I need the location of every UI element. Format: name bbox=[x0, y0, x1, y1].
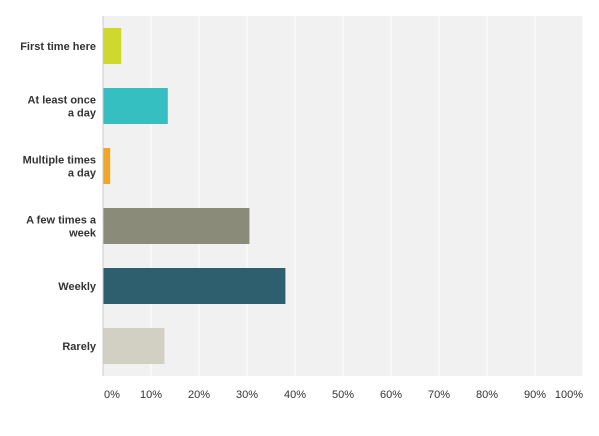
x-tick-label: 0% bbox=[104, 389, 120, 401]
category-label: a day bbox=[68, 168, 97, 180]
bar bbox=[103, 28, 122, 64]
x-tick-label: 70% bbox=[428, 389, 450, 401]
x-tick-label: 20% bbox=[188, 389, 210, 401]
bar bbox=[103, 88, 168, 124]
category-label: week bbox=[68, 228, 97, 240]
x-tick-label: 30% bbox=[236, 389, 258, 401]
x-tick-label: 40% bbox=[284, 389, 306, 401]
bar bbox=[103, 268, 286, 304]
category-label: Rarely bbox=[62, 341, 97, 353]
category-label: First time here bbox=[20, 41, 96, 53]
category-label: Multiple times bbox=[23, 155, 96, 167]
x-tick-label: 90% bbox=[524, 389, 546, 401]
bar bbox=[103, 328, 165, 364]
x-tick-label: 10% bbox=[140, 389, 162, 401]
category-label: A few times a bbox=[26, 215, 97, 227]
x-tick-label: 100% bbox=[555, 389, 583, 401]
bar bbox=[103, 148, 111, 184]
x-tick-label: 50% bbox=[332, 389, 354, 401]
x-tick-labels: 0% 10% 20% 30% 40% 50% 60% 70% 80% 90% 100% bbox=[104, 389, 583, 401]
category-label: Weekly bbox=[58, 281, 97, 293]
x-tick-label: 60% bbox=[380, 389, 402, 401]
category-label: At least once bbox=[28, 95, 96, 107]
gridlines bbox=[150, 16, 584, 376]
bars bbox=[103, 28, 286, 364]
bar bbox=[103, 208, 250, 244]
category-label: a day bbox=[68, 108, 97, 120]
x-tick-label: 80% bbox=[476, 389, 498, 401]
